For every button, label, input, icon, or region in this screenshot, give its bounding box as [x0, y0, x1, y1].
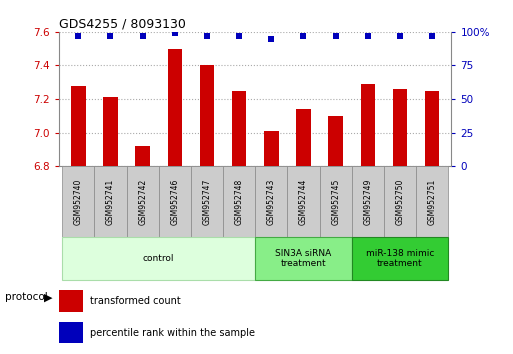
Bar	[328, 116, 343, 166]
FancyBboxPatch shape	[255, 237, 352, 280]
Point	[203, 33, 211, 39]
Point	[300, 33, 308, 39]
Text: GSM952750: GSM952750	[396, 178, 404, 225]
Text: percentile rank within the sample: percentile rank within the sample	[90, 328, 255, 338]
Text: GSM952745: GSM952745	[331, 178, 340, 225]
FancyBboxPatch shape	[191, 166, 223, 237]
Bar	[200, 65, 214, 166]
FancyBboxPatch shape	[352, 237, 448, 280]
Bar	[296, 109, 311, 166]
Point	[74, 33, 83, 39]
Text: miR-138 mimic
treatment: miR-138 mimic treatment	[366, 249, 434, 268]
Text: GSM952751: GSM952751	[428, 179, 437, 225]
Text: ▶: ▶	[44, 292, 52, 302]
FancyBboxPatch shape	[62, 166, 94, 237]
Point	[267, 36, 275, 41]
Bar	[59, 290, 83, 312]
Point	[396, 33, 404, 39]
Bar	[393, 89, 407, 166]
Bar	[71, 86, 86, 166]
Text: GSM952741: GSM952741	[106, 179, 115, 225]
FancyBboxPatch shape	[255, 166, 287, 237]
Bar	[59, 322, 83, 343]
Text: GSM952746: GSM952746	[170, 178, 180, 225]
FancyBboxPatch shape	[223, 166, 255, 237]
Text: SIN3A siRNA
treatment: SIN3A siRNA treatment	[275, 249, 331, 268]
Text: transformed count: transformed count	[90, 296, 181, 306]
FancyBboxPatch shape	[384, 166, 416, 237]
FancyBboxPatch shape	[62, 237, 255, 280]
Point	[331, 33, 340, 39]
FancyBboxPatch shape	[159, 166, 191, 237]
Text: GSM952740: GSM952740	[74, 178, 83, 225]
Text: GSM952742: GSM952742	[138, 179, 147, 225]
Text: protocol: protocol	[5, 292, 48, 302]
Point	[139, 33, 147, 39]
Point	[171, 30, 179, 36]
Text: GDS4255 / 8093130: GDS4255 / 8093130	[59, 18, 186, 31]
FancyBboxPatch shape	[94, 166, 127, 237]
Text: GSM952744: GSM952744	[299, 178, 308, 225]
Bar	[232, 91, 246, 166]
Bar	[361, 84, 375, 166]
FancyBboxPatch shape	[127, 166, 159, 237]
FancyBboxPatch shape	[352, 166, 384, 237]
Text: GSM952748: GSM952748	[234, 179, 244, 225]
Text: GSM952749: GSM952749	[363, 178, 372, 225]
FancyBboxPatch shape	[320, 166, 352, 237]
Bar	[103, 97, 117, 166]
Bar	[425, 91, 439, 166]
Point	[428, 33, 436, 39]
Text: control: control	[143, 254, 174, 263]
Point	[364, 33, 372, 39]
Text: GSM952743: GSM952743	[267, 178, 276, 225]
Point	[235, 33, 243, 39]
Point	[106, 33, 114, 39]
Bar	[168, 48, 182, 166]
FancyBboxPatch shape	[287, 166, 320, 237]
FancyBboxPatch shape	[416, 166, 448, 237]
Bar	[264, 131, 279, 166]
Bar	[135, 146, 150, 166]
Text: GSM952747: GSM952747	[203, 178, 211, 225]
